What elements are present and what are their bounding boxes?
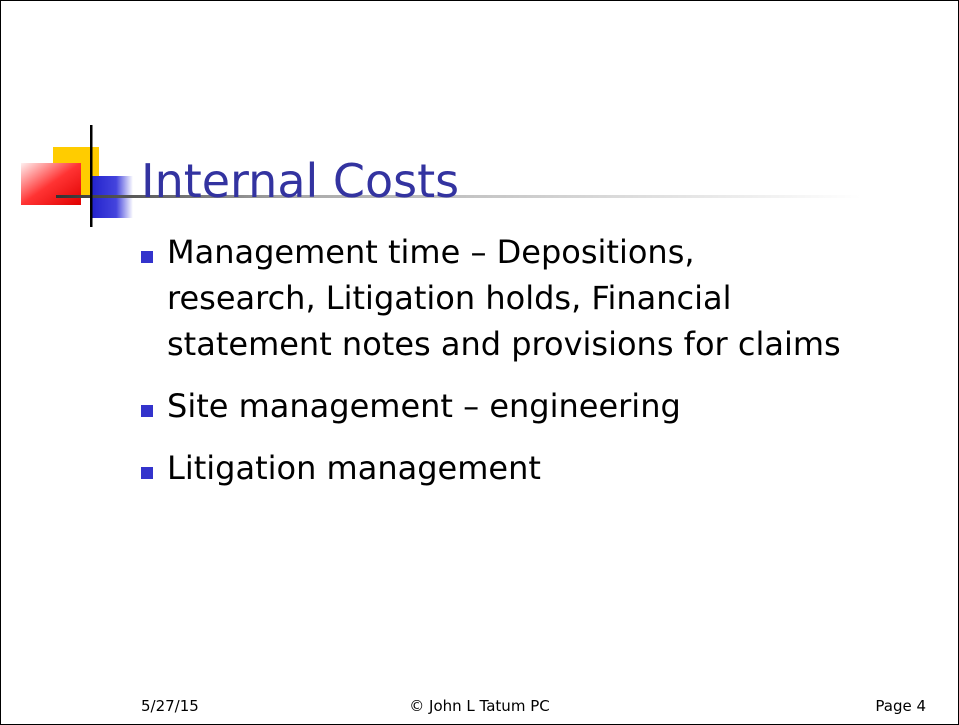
bullet-list: Management time – Depositions, research,… bbox=[141, 229, 841, 507]
bullet-item: Management time – Depositions, research,… bbox=[141, 229, 841, 367]
bullet-text: Management time – Depositions, research,… bbox=[167, 233, 841, 363]
bullet-text: Site management – engineering bbox=[167, 387, 681, 425]
footer-center: © John L Tatum PC bbox=[409, 697, 550, 715]
footer-page: Page 4 bbox=[875, 697, 926, 715]
bullet-marker bbox=[141, 467, 153, 479]
title-rule bbox=[56, 195, 861, 198]
bullet-item: Site management – engineering bbox=[141, 383, 841, 429]
bullet-text: Litigation management bbox=[167, 449, 541, 487]
red-square bbox=[21, 163, 81, 205]
bullet-marker bbox=[141, 251, 153, 263]
bullet-item: Litigation management bbox=[141, 445, 841, 491]
vertical-rule bbox=[90, 125, 93, 227]
slide-title: Internal Costs bbox=[141, 154, 460, 208]
footer-date: 5/27/15 bbox=[141, 697, 199, 715]
bullet-marker bbox=[141, 405, 153, 417]
